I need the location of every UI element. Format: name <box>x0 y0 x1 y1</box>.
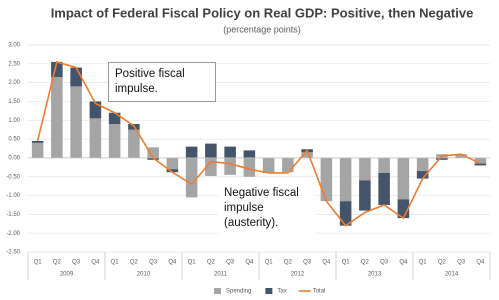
year-label: 2012 <box>291 272 305 278</box>
x-tick-label: Q1 <box>188 260 197 266</box>
bar <box>359 157 371 181</box>
bar <box>31 142 44 158</box>
bar <box>31 140 44 143</box>
bar <box>89 118 102 158</box>
bar <box>166 157 179 170</box>
y-tick-label: 2.00 <box>8 80 20 86</box>
bar <box>147 147 159 158</box>
bar <box>339 157 352 202</box>
bar <box>301 152 313 158</box>
x-tick-label: Q1 <box>419 260 428 266</box>
bar <box>224 157 236 175</box>
bar <box>185 157 198 198</box>
bar <box>51 61 63 77</box>
year-label: 2011 <box>214 272 228 278</box>
x-tick-label: Q3 <box>149 260 158 266</box>
bar <box>474 163 487 166</box>
y-tick-label: -1.50 <box>6 212 20 218</box>
x-tick-label: Q4 <box>322 260 331 266</box>
y-tick-label: -1.00 <box>6 193 20 199</box>
legend-swatch <box>214 288 221 294</box>
bar <box>339 201 352 226</box>
bar <box>416 157 429 172</box>
year-label: 2013 <box>368 272 382 278</box>
bar <box>474 157 487 164</box>
bar <box>205 157 217 176</box>
x-tick-label: Q2 <box>284 260 293 266</box>
x-tick-label: Q3 <box>457 260 466 266</box>
x-tick-label: Q2 <box>130 260 139 266</box>
x-tick-label: Q4 <box>476 260 485 266</box>
bar <box>359 180 371 211</box>
year-label: 2010 <box>137 272 151 278</box>
y-tick-label: -2.00 <box>6 231 20 237</box>
x-tick-label: Q3 <box>72 260 81 266</box>
x-tick-label: Q4 <box>168 260 177 266</box>
annotation: Negative fiscal impulse (austerity). <box>218 182 316 235</box>
y-tick-label: 0.50 <box>8 137 20 143</box>
y-tick-label: 0.00 <box>8 155 20 161</box>
bar <box>262 157 275 173</box>
bar <box>224 146 236 158</box>
bar <box>243 157 256 177</box>
x-tick-label: Q1 <box>111 260 120 266</box>
x-tick-label: Q3 <box>226 260 235 266</box>
x-tick-label: Q1 <box>342 260 351 266</box>
x-tick-label: Q4 <box>399 260 408 266</box>
x-tick-label: Q3 <box>303 260 312 266</box>
bar <box>378 172 390 205</box>
legend-label: Spending <box>226 289 251 295</box>
x-tick-label: Q4 <box>245 260 254 266</box>
year-label: 2009 <box>60 272 74 278</box>
y-tick-label: 1.50 <box>8 99 20 105</box>
y-tick-label: 1.00 <box>8 118 20 124</box>
bar <box>108 124 121 158</box>
bar <box>243 150 256 158</box>
bar <box>108 112 121 125</box>
x-tick-label: Q3 <box>380 260 389 266</box>
bar <box>378 157 390 173</box>
bar <box>70 86 82 158</box>
bar <box>282 157 294 173</box>
y-tick-label: 2.50 <box>8 61 20 67</box>
bar <box>51 76 63 158</box>
bar <box>89 101 102 119</box>
x-tick-label: Q4 <box>91 260 100 266</box>
x-tick-label: Q2 <box>53 260 62 266</box>
x-tick-label: Q1 <box>265 260 274 266</box>
year-label: 2014 <box>445 272 459 278</box>
bar <box>70 67 82 87</box>
legend-label: Total <box>313 289 326 295</box>
annotation: Positive fiscal impulse. <box>108 62 216 102</box>
y-tick-label: 3.00 <box>8 43 20 49</box>
bar <box>320 157 333 202</box>
bar <box>416 171 429 179</box>
bar <box>185 146 198 158</box>
bar <box>205 143 217 158</box>
legend-label: Tax <box>277 289 286 295</box>
bar <box>397 199 410 219</box>
y-tick-label: -0.50 <box>6 174 20 180</box>
x-tick-label: Q1 <box>34 260 43 266</box>
bar <box>166 169 179 173</box>
x-tick-label: Q2 <box>438 260 447 266</box>
line <box>36 60 481 227</box>
chart-subtitle: (percentage points) <box>223 24 301 34</box>
legend-swatch <box>265 288 273 294</box>
bar <box>128 129 140 158</box>
bar <box>455 154 467 158</box>
chart-title: Impact of Federal Fiscal Policy on Real … <box>51 5 474 20</box>
x-tick-label: Q2 <box>207 260 216 266</box>
y-tick-label: -2.50 <box>6 250 20 256</box>
bar <box>436 157 448 160</box>
x-tick-label: Q2 <box>361 260 370 266</box>
bar <box>397 157 410 200</box>
